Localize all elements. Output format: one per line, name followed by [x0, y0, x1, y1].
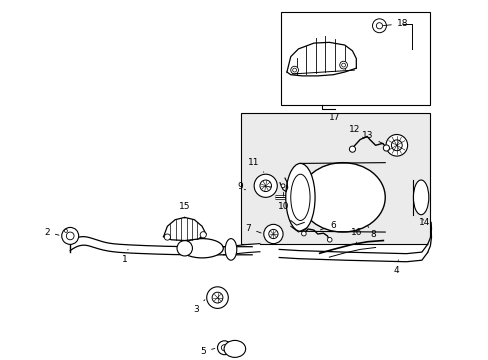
Circle shape [217, 341, 231, 355]
Circle shape [292, 68, 296, 72]
Text: 14: 14 [418, 218, 430, 227]
Text: 4: 4 [393, 260, 399, 275]
Circle shape [164, 234, 170, 240]
Text: 1: 1 [122, 249, 128, 264]
Circle shape [339, 61, 347, 69]
Text: 11: 11 [248, 158, 263, 172]
Circle shape [268, 229, 278, 239]
Circle shape [327, 238, 331, 242]
Circle shape [390, 140, 402, 151]
Circle shape [385, 135, 407, 156]
Circle shape [290, 66, 298, 74]
Ellipse shape [285, 163, 314, 231]
Circle shape [221, 345, 227, 351]
Circle shape [341, 63, 345, 67]
Text: 6: 6 [320, 221, 335, 230]
Circle shape [260, 180, 271, 192]
Ellipse shape [290, 174, 309, 220]
Text: 18: 18 [383, 19, 407, 28]
Circle shape [200, 232, 206, 238]
Circle shape [64, 229, 67, 232]
Circle shape [372, 19, 386, 33]
Text: 5: 5 [200, 347, 214, 356]
Polygon shape [163, 217, 205, 240]
Ellipse shape [224, 341, 245, 357]
Bar [240, 113, 429, 244]
Text: 10: 10 [277, 192, 288, 211]
Circle shape [61, 228, 79, 244]
Circle shape [263, 224, 283, 244]
Circle shape [383, 145, 388, 151]
Circle shape [376, 23, 382, 29]
Circle shape [281, 184, 285, 188]
Text: 8: 8 [367, 226, 376, 239]
Circle shape [301, 231, 305, 236]
Text: 7: 7 [245, 224, 261, 233]
Ellipse shape [300, 163, 385, 232]
Circle shape [348, 146, 355, 152]
Text: 15: 15 [179, 202, 190, 218]
Bar [281, 12, 429, 105]
Text: 17: 17 [329, 113, 340, 122]
Circle shape [66, 232, 74, 240]
Ellipse shape [181, 239, 223, 258]
Text: 9: 9 [237, 182, 243, 191]
Text: 13: 13 [362, 131, 383, 144]
Text: 2: 2 [44, 228, 59, 237]
Circle shape [212, 292, 223, 303]
Ellipse shape [177, 240, 192, 256]
Ellipse shape [412, 180, 428, 215]
Text: 3: 3 [193, 300, 204, 314]
Text: 16: 16 [350, 228, 361, 243]
Ellipse shape [225, 239, 236, 260]
Circle shape [206, 287, 228, 309]
Text: 12: 12 [348, 125, 363, 138]
Circle shape [254, 174, 277, 197]
Polygon shape [286, 42, 356, 76]
